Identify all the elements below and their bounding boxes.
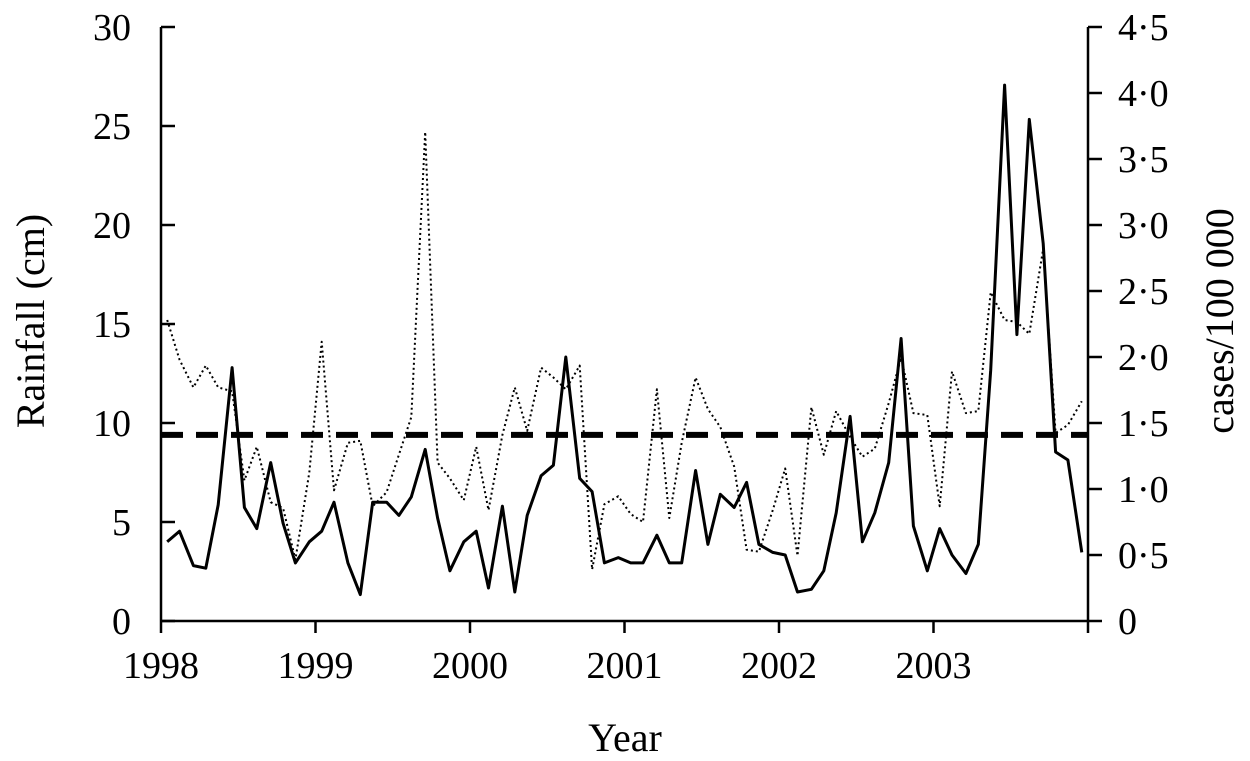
right-y-tick-label: 4·0: [1118, 73, 1169, 115]
right-y-tick-label: 1·0: [1118, 469, 1169, 511]
cases-solid-line: [166, 83, 1084, 597]
left-y-tick-label: 0: [112, 601, 131, 643]
rainfall-dotted-line: [166, 130, 1083, 571]
tick-labels: 0 5 10 15 20 25 30 0 0·5 1·0 1·5 2·0 2·5 3·0 3·5 4·0 4·5…: [93, 7, 1169, 687]
x-axis-title: Year: [588, 715, 662, 760]
x-tick-label: 1999: [278, 645, 354, 687]
left-y-tick-label: 25: [93, 106, 131, 148]
left-y-tick-label: 30: [93, 7, 131, 49]
left-y-tick-label: 10: [93, 403, 131, 445]
x-tick-label: 2003: [896, 645, 972, 687]
right-y-tick-label: 3·0: [1118, 205, 1169, 247]
right-y-tick-label: 0: [1118, 601, 1137, 643]
left-y-axis-title: Rainfall (cm): [8, 214, 53, 428]
right-y-tick-label: 2·5: [1118, 271, 1169, 313]
right-y-tick-label: 4·5: [1118, 7, 1169, 49]
left-y-tick-label: 20: [93, 205, 131, 247]
x-tick-label: 2000: [432, 645, 508, 687]
right-y-tick-label: 2·0: [1118, 337, 1169, 379]
left-y-tick-label: 5: [112, 502, 131, 544]
right-y-tick-label: 1·5: [1118, 403, 1169, 445]
right-y-tick-label: 0·5: [1118, 535, 1169, 577]
x-tick-label: 1998: [123, 645, 199, 687]
axes: [159, 25, 1102, 633]
x-tick-label: 2002: [741, 645, 817, 687]
right-y-tick-label: 3·5: [1118, 139, 1169, 181]
left-y-tick-label: 15: [93, 304, 131, 346]
right-y-axis-title: cases/100 000: [1197, 208, 1242, 434]
plot-area: [161, 83, 1088, 597]
x-tick-label: 2001: [587, 645, 663, 687]
